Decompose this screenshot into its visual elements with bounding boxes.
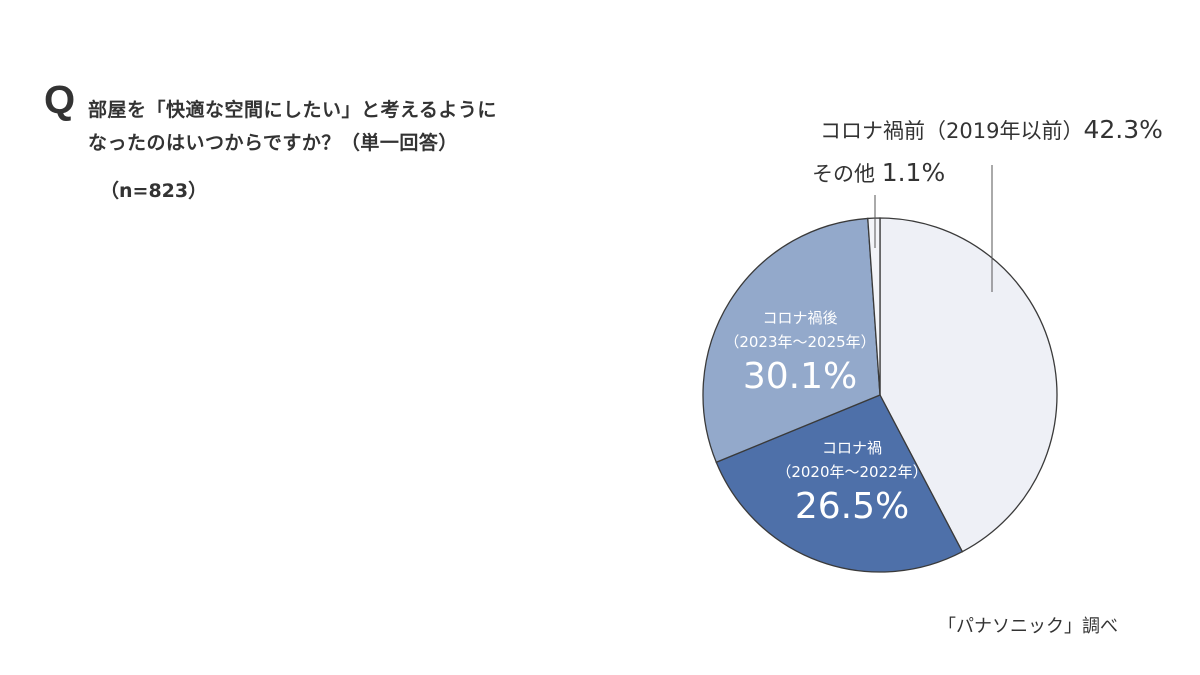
source-note: 「パナソニック」調べ <box>938 616 1118 637</box>
label-during-name: コロナ禍 <box>821 439 882 457</box>
label-during: コロナ禍 （2020年～2022年） 26.5% <box>762 436 942 530</box>
question-text: 部屋を「快適な空間にしたい」と考えるように なったのはいつからですか？（単一回答… <box>88 94 497 160</box>
label-during-pct: 26.5% <box>794 486 910 527</box>
pie-slice-during <box>715 394 964 573</box>
label-after-pct: 30.1% <box>742 356 858 397</box>
question-line-2: なったのはいつからですか？（単一回答） <box>88 132 458 154</box>
label-before-pct: 42.3% <box>1083 115 1163 144</box>
label-before: コロナ禍前（2019年以前）42.3% <box>820 115 1163 145</box>
label-after: コロナ禍後 （2023年～2025年） 30.1% <box>710 306 890 400</box>
label-after-name: コロナ禍後 <box>762 309 838 327</box>
question-mark: Q <box>44 78 76 122</box>
label-before-name: コロナ禍前（2019年以前） <box>820 119 1084 143</box>
sample-size: （n=823） <box>100 180 208 202</box>
question-line-1: 部屋を「快適な空間にしたい」と考えるように <box>88 99 497 121</box>
pie-slice-other <box>867 217 881 396</box>
pie-slice-before <box>879 217 1058 553</box>
label-other: その他 1.1% <box>812 158 945 188</box>
label-after-range: （2023年～2025年） <box>724 333 876 351</box>
label-during-range: （2020年～2022年） <box>776 463 928 481</box>
label-other-pct: 1.1% <box>881 158 946 187</box>
pie-slice-after <box>702 217 881 464</box>
label-other-name: その他 <box>812 162 875 186</box>
